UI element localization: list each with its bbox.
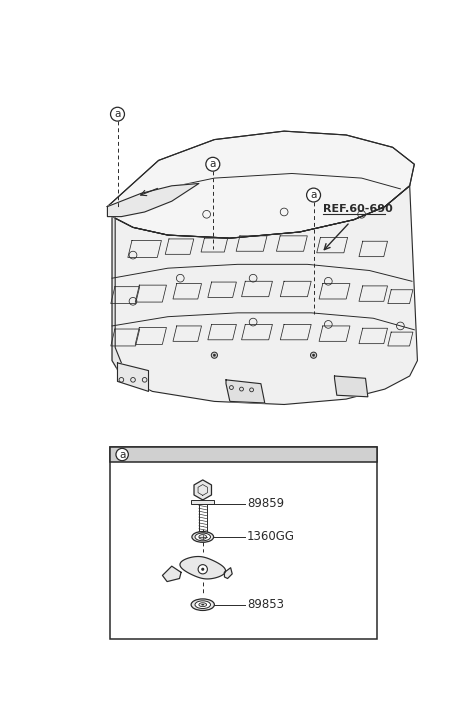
Bar (191, 500, 214, 504)
Polygon shape (226, 379, 265, 403)
Polygon shape (180, 556, 226, 579)
Ellipse shape (195, 601, 210, 608)
Circle shape (198, 565, 208, 574)
Polygon shape (107, 186, 418, 404)
Text: REF.60-690: REF.60-690 (323, 204, 393, 214)
Circle shape (213, 354, 216, 356)
Circle shape (311, 352, 317, 358)
Ellipse shape (199, 603, 207, 606)
Text: 89859: 89859 (247, 497, 284, 510)
Polygon shape (107, 206, 122, 376)
Ellipse shape (199, 534, 207, 539)
Ellipse shape (192, 531, 214, 542)
Ellipse shape (191, 599, 214, 611)
Bar (199, 504, 207, 536)
Ellipse shape (195, 533, 210, 541)
Ellipse shape (201, 604, 204, 606)
Polygon shape (225, 568, 232, 579)
Polygon shape (162, 566, 181, 582)
Circle shape (206, 157, 220, 171)
Text: a: a (209, 159, 216, 169)
Circle shape (201, 568, 204, 571)
Text: a: a (310, 190, 317, 200)
Circle shape (111, 108, 124, 121)
Polygon shape (117, 363, 149, 391)
Bar (110, 447, 377, 462)
Bar (110, 447, 377, 639)
Polygon shape (107, 131, 414, 238)
Polygon shape (334, 376, 368, 397)
Text: 1360GG: 1360GG (247, 531, 295, 543)
Text: 89853: 89853 (247, 598, 284, 611)
Polygon shape (194, 480, 211, 500)
Text: a: a (114, 109, 121, 119)
Polygon shape (107, 183, 199, 217)
Polygon shape (199, 536, 207, 540)
Text: a: a (119, 449, 125, 459)
Circle shape (211, 352, 218, 358)
Circle shape (306, 188, 321, 202)
Circle shape (313, 354, 315, 356)
Circle shape (116, 449, 128, 461)
